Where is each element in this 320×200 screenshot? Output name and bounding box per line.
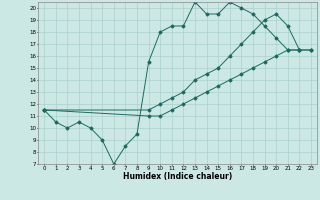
- X-axis label: Humidex (Indice chaleur): Humidex (Indice chaleur): [123, 172, 232, 181]
